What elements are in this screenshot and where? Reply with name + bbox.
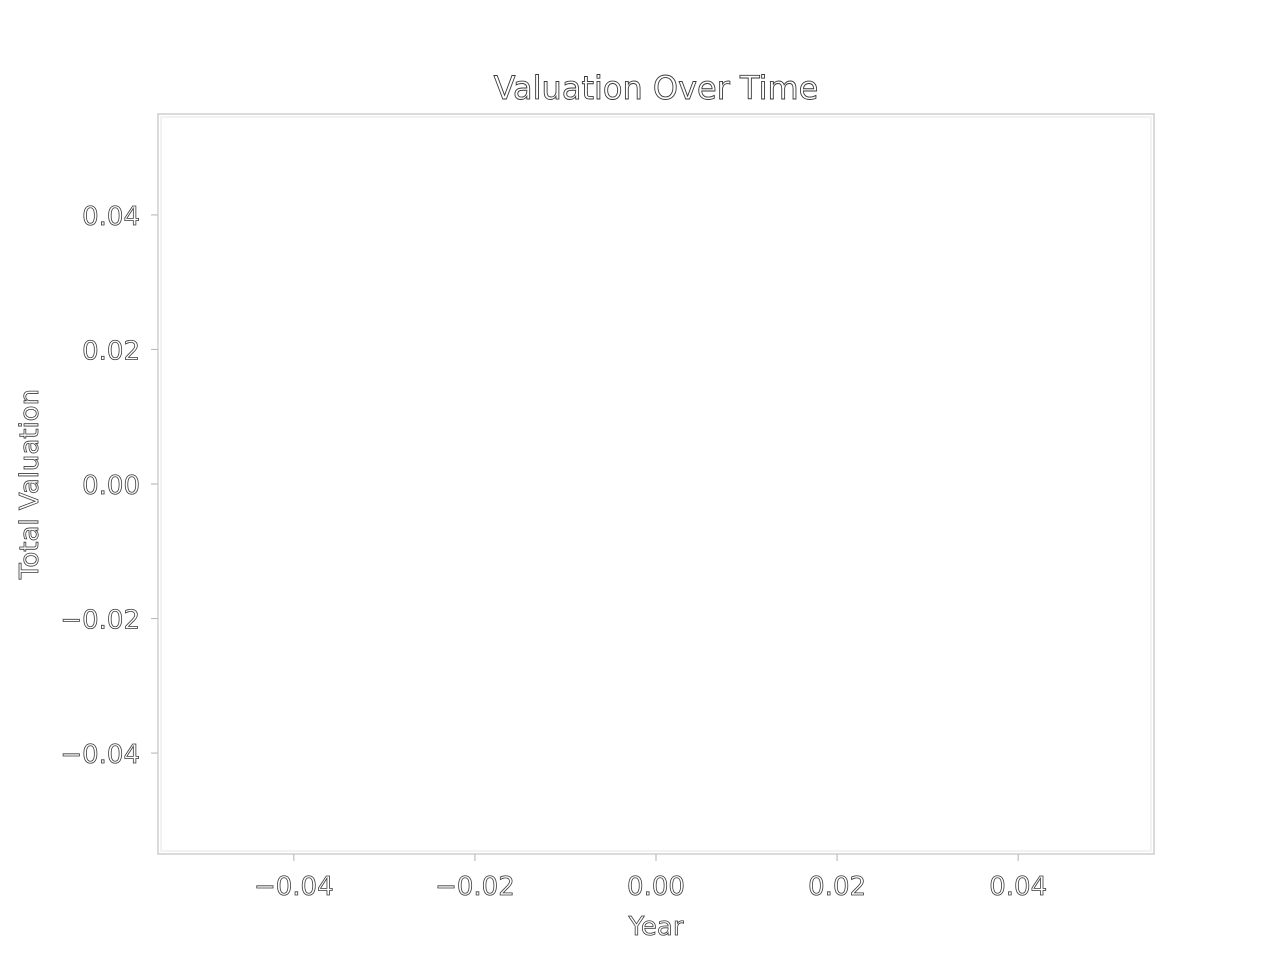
x-axis: −0.04 −0.02 0.00 0.02 0.04: [254, 854, 1048, 902]
y-tick-label: 0.00: [82, 471, 140, 501]
y-tick-label: 0.02: [82, 336, 140, 366]
plot-area-inner-border: [160, 116, 1152, 852]
y-tick-label: −0.04: [60, 740, 140, 770]
plot-area: [157, 113, 1155, 855]
x-tick-label: 0.02: [808, 872, 866, 902]
x-tick-label: 0.00: [627, 872, 685, 902]
y-axis: 0.04 0.02 0.00 −0.02 −0.04: [60, 202, 158, 770]
x-axis-label: Year: [627, 912, 683, 942]
x-tick-label: 0.04: [989, 872, 1047, 902]
x-tick-label: −0.02: [435, 872, 515, 902]
y-axis-label: Total Valuation: [15, 389, 45, 580]
y-tick-label: −0.02: [60, 606, 140, 636]
y-tick-label: 0.04: [82, 202, 140, 232]
x-tick-label: −0.04: [254, 872, 334, 902]
chart-title: Valuation Over Time: [494, 69, 819, 107]
